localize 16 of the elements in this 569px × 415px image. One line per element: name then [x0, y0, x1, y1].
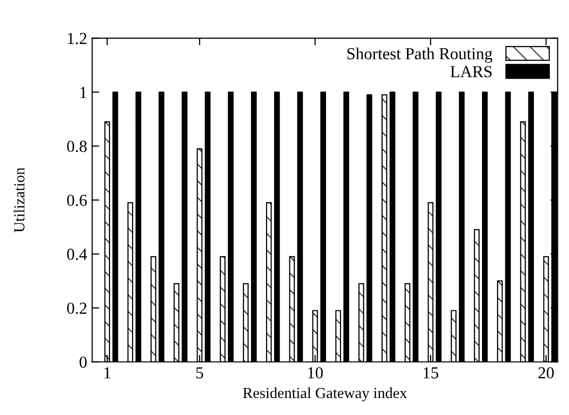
x-tick-label: 5 [196, 367, 204, 378]
y-tick-label: 0.8 [67, 140, 87, 152]
y-tick-label: 0 [80, 356, 87, 368]
x-tick-label: 1 [104, 367, 110, 378]
y-tick-label: 0.6 [67, 194, 87, 206]
y-tick-label: 0.4 [67, 248, 88, 260]
y-tick-label: 1.2 [68, 32, 86, 44]
y-tick-label: 0.2 [67, 302, 86, 314]
y-axis-title: Utilization [14, 168, 24, 232]
x-tick-label: 15 [424, 367, 438, 378]
x-tick-label: 20 [538, 367, 554, 378]
legend-label: LARS [450, 66, 492, 78]
y-tick-label: 1 [80, 86, 86, 98]
legend-label: Shortest Path Routing [347, 48, 492, 63]
x-axis-title: Residential Gateway index [243, 387, 408, 402]
x-tick-label: 10 [308, 367, 323, 378]
